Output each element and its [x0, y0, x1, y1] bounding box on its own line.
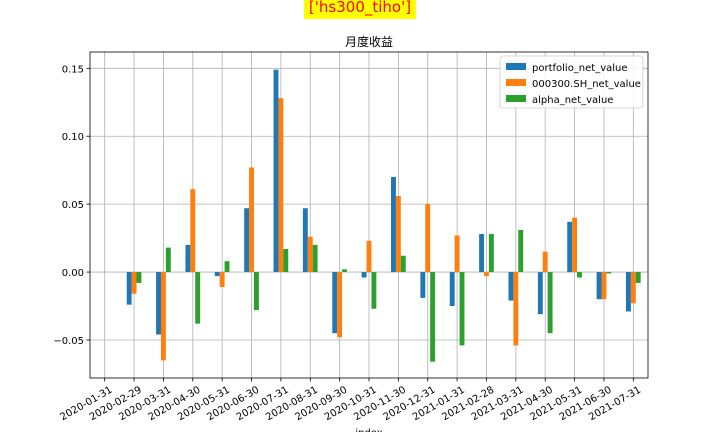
bar-alpha-net-value: [253, 272, 259, 311]
chart-title: 月度收益: [345, 34, 393, 49]
bar-000300-sh-net-value: [542, 251, 548, 273]
bar-portfolio-net-value: [332, 272, 338, 334]
bar-000300-sh-net-value: [630, 272, 636, 304]
bar-000300-sh-net-value: [190, 189, 196, 273]
legend-box: [499, 55, 644, 109]
bar-alpha-net-value: [606, 272, 612, 274]
bar-alpha-net-value: [430, 272, 436, 362]
y-tick-label: 0.10: [62, 132, 84, 143]
bar-portfolio-net-value: [596, 272, 602, 300]
bar-000300-sh-net-value: [160, 272, 166, 361]
legend-swatch: [506, 63, 526, 70]
bar-portfolio-net-value: [479, 234, 485, 273]
bar-000300-sh-net-value: [484, 272, 489, 277]
bar-alpha-net-value: [547, 272, 553, 334]
bar-000300-sh-net-value: [219, 272, 225, 287]
bar-000300-sh-net-value: [425, 204, 431, 273]
bar-alpha-net-value: [312, 244, 318, 273]
bar-portfolio-net-value: [537, 272, 543, 315]
bar-portfolio-net-value: [449, 272, 455, 307]
bar-portfolio-net-value: [244, 208, 250, 273]
bar-alpha-net-value: [136, 272, 142, 283]
bar-000300-sh-net-value: [454, 235, 460, 273]
bar-alpha-net-value: [488, 234, 494, 273]
bar-portfolio-net-value: [185, 244, 191, 273]
legend-swatch: [506, 95, 526, 102]
bar-portfolio-net-value: [273, 69, 279, 273]
bar-000300-sh-net-value: [249, 167, 254, 273]
bar-alpha-net-value: [224, 261, 230, 273]
bar-portfolio-net-value: [420, 272, 426, 298]
legend-swatch: [506, 79, 526, 86]
bar-alpha-net-value: [518, 229, 524, 273]
bar-portfolio-net-value: [508, 272, 514, 301]
bar-portfolio-net-value: [625, 272, 631, 312]
bar-000300-sh-net-value: [278, 98, 284, 273]
legend-label: alpha_net_value: [532, 95, 613, 106]
bar-000300-sh-net-value: [513, 272, 519, 346]
bar-alpha-net-value: [459, 272, 465, 346]
bar-alpha-net-value: [342, 269, 347, 273]
bar-000300-sh-net-value: [307, 236, 313, 273]
y-tick-label: 0.00: [62, 268, 84, 279]
bar-alpha-net-value: [371, 272, 377, 309]
bar-portfolio-net-value: [391, 176, 396, 273]
bar-000300-sh-net-value: [601, 272, 607, 300]
bar-alpha-net-value: [635, 272, 641, 283]
bar-000300-sh-net-value: [395, 195, 401, 273]
bar-portfolio-net-value: [156, 272, 161, 335]
y-tick-label: 0.15: [62, 64, 84, 75]
bar-portfolio-net-value: [361, 272, 367, 278]
bar-alpha-net-value: [195, 272, 201, 324]
bar-alpha-net-value: [165, 247, 171, 273]
bar-portfolio-net-value: [567, 221, 573, 273]
y-tick-label: 0.05: [62, 200, 84, 211]
bar-alpha-net-value: [577, 272, 582, 278]
bar-portfolio-net-value: [302, 208, 308, 273]
bar-portfolio-net-value: [214, 272, 220, 277]
x-axis-label: index: [355, 428, 382, 432]
figure-suptitle: ['hs300_tiho']: [303, 0, 417, 19]
bar-000300-sh-net-value: [572, 217, 578, 273]
y-tick-label: −0.05: [53, 336, 84, 347]
bar-000300-sh-net-value: [131, 272, 137, 294]
legend-label: 000300.SH_net_value: [532, 79, 641, 90]
bar-alpha-net-value: [283, 248, 289, 273]
bar-000300-sh-net-value: [366, 240, 372, 273]
legend-label: portfolio_net_value: [532, 63, 628, 74]
bar-000300-sh-net-value: [337, 272, 343, 338]
bar-alpha-net-value: [400, 255, 406, 273]
bar-portfolio-net-value: [126, 272, 132, 305]
